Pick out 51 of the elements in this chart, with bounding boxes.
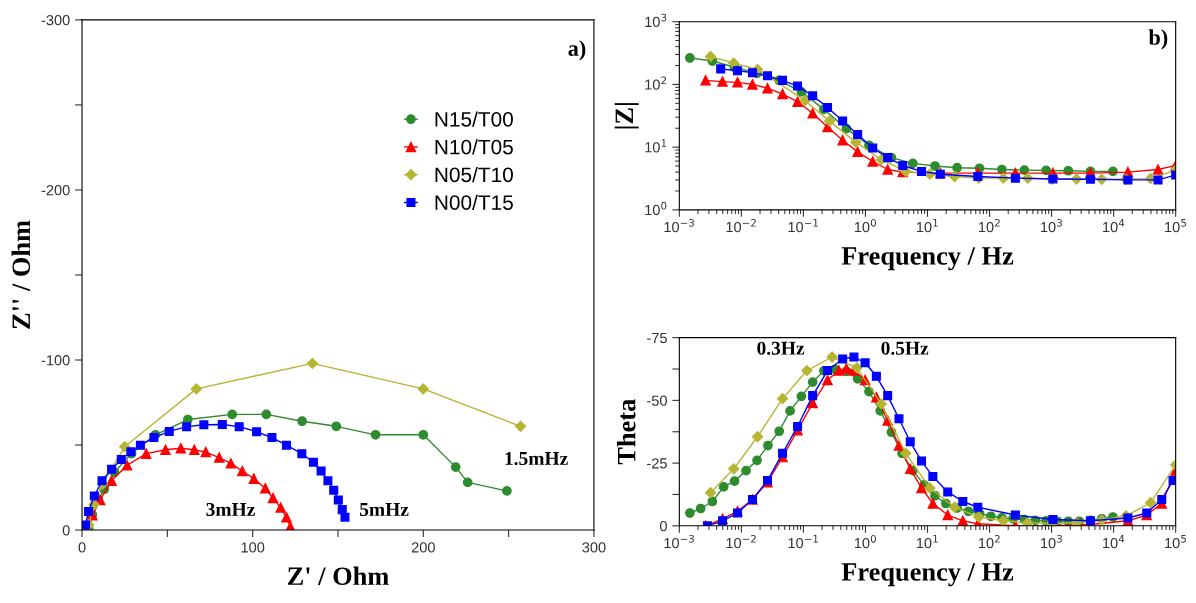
y-tick-label: 10$^{0}$ (645, 201, 667, 216)
x-tick-label: 10$^{−3}$ (664, 534, 694, 549)
x-tick-label: 10$^{0}$ (854, 218, 876, 233)
x-tick-label: 10$^{4}$ (1103, 219, 1125, 233)
annotation: 1.5mHz (505, 451, 568, 466)
x-tick-label: 10$^{2}$ (978, 534, 1000, 549)
y-axis-title: Theta (616, 399, 636, 465)
x-tick-label: 10$^{4}$ (1103, 535, 1125, 549)
legend-label: N00/T15 (435, 194, 513, 210)
x-tick-label: 200 (411, 542, 435, 553)
legend-label: N10/T05 (435, 139, 513, 155)
annotation: 3mHz (206, 502, 255, 517)
y-tick-label: 10$^{2}$ (645, 76, 667, 90)
x-tick-label: 10$^{−2}$ (726, 218, 756, 233)
annotation: a) (568, 40, 586, 61)
y-tick-label: -75 (647, 332, 667, 344)
x-tick-label: 0 (78, 542, 86, 553)
x-axis-title: Frequency / Hz (841, 563, 1014, 587)
x-axis-title: Z' / Ohm (287, 566, 389, 586)
x-tick-label: 10$^{−1}$ (788, 535, 818, 549)
x-tick-label: 10$^{−3}$ (664, 218, 694, 233)
y-tick-label: -100 (41, 355, 70, 366)
y-tick-label: 10$^{3}$ (645, 13, 667, 28)
annotation: 5mHz (360, 503, 409, 517)
y-tick-label: 10$^{1}$ (645, 139, 667, 153)
y-tick-label: -200 (41, 185, 70, 196)
x-axis-title: Frequency / Hz (841, 247, 1014, 271)
y-tick-label: -300 (41, 15, 70, 26)
x-tick-label: 10$^{3}$ (1041, 534, 1062, 549)
y-tick-label: 0 (659, 520, 667, 532)
x-tick-label: 10$^{3}$ (1041, 218, 1062, 233)
y-tick-label: -25 (647, 458, 667, 469)
legend-label: N05/T10 (435, 166, 513, 183)
x-tick-label: 10$^{0}$ (854, 534, 876, 549)
x-tick-label: 10$^{−1}$ (788, 219, 818, 233)
y-axis-title: |Z| (614, 103, 639, 129)
y-tick-label: -50 (647, 395, 667, 406)
y-axis-title: Z'' / Ohm (11, 220, 31, 329)
x-tick-label: 300 (582, 542, 606, 553)
y-tick-label: 0 (62, 525, 70, 536)
x-tick-label: 100 (241, 542, 265, 553)
x-tick-label: 10$^{2}$ (978, 218, 1000, 233)
x-tick-label: 10$^{1}$ (916, 535, 938, 549)
x-tick-label: 10$^{1}$ (916, 219, 938, 233)
x-tick-label: 10$^{5}$ (1165, 219, 1186, 233)
x-tick-label: 10$^{5}$ (1165, 535, 1186, 549)
legend-label: N15/T00 (435, 111, 513, 127)
annotation: 0.5Hz (881, 341, 929, 355)
annotation: b) (1148, 29, 1168, 50)
annotation: 0.3Hz (757, 341, 805, 355)
x-tick-label: 10$^{−2}$ (726, 534, 756, 549)
